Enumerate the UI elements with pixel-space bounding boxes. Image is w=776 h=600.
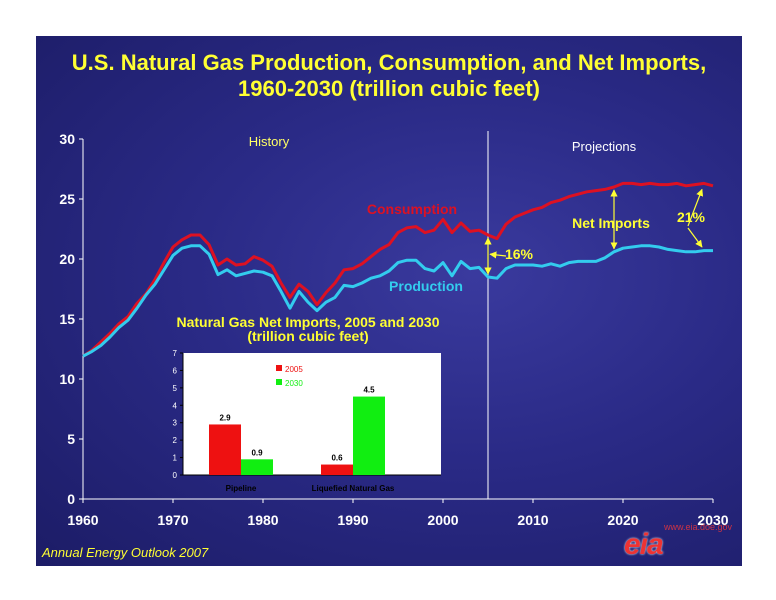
- share-2030-pointer-lower: [687, 227, 703, 248]
- inset-bar-2005: [321, 464, 353, 475]
- chart-title-line2: 1960-2030 (trillion cubic feet): [238, 76, 540, 101]
- net-imports-label: Net Imports: [572, 215, 650, 231]
- inset-bar-2030: [241, 459, 273, 475]
- y-tick-label: 15: [59, 311, 75, 327]
- inset-category-label: Liquefied Natural Gas: [312, 484, 395, 493]
- y-tick-label: 10: [59, 371, 75, 387]
- series-line-consumption: [82, 181, 714, 358]
- inset-title-line2: (trillion cubic feet): [247, 328, 368, 344]
- x-tick-label: 1960: [67, 512, 98, 528]
- inset-legend-swatch: [276, 365, 282, 371]
- chart-title: U.S. Natural Gas Production, Consumption…: [36, 50, 742, 102]
- y-tick-label: 20: [59, 251, 75, 267]
- inset-bar-value-label: 2.9: [219, 413, 231, 422]
- inset-legend-swatch: [276, 379, 282, 385]
- inset-y-tick-label: 7: [173, 349, 178, 358]
- inset-bar-2030: [353, 396, 385, 475]
- x-tick-label: 2030: [697, 512, 728, 528]
- inset-legend-label: 2005: [285, 365, 303, 374]
- y-tick-label: 25: [59, 191, 75, 207]
- share-2030-pointer-upper: [687, 188, 704, 227]
- series-line-production: [82, 244, 713, 358]
- inset-legend-label: 2030: [285, 379, 303, 388]
- inset-category-label: Pipeline: [226, 484, 257, 493]
- inset-y-tick-label: 3: [173, 419, 178, 428]
- share-2005-pointer: [489, 251, 507, 259]
- y-tick-label: 0: [67, 491, 75, 507]
- production-series-label: Production: [389, 278, 463, 294]
- inset-y-tick-label: 5: [173, 384, 178, 393]
- inset-bar-value-label: 0.6: [331, 454, 343, 463]
- inset-bar-value-label: 4.5: [363, 386, 375, 395]
- inset-y-tick-label: 2: [173, 436, 178, 445]
- y-tick-label: 5: [67, 431, 75, 447]
- logo-url: www.eia.doe.gov: [664, 522, 733, 532]
- inset-y-tick-label: 6: [173, 366, 178, 375]
- projections-label: Projections: [572, 139, 637, 154]
- x-tick-label: 2010: [517, 512, 548, 528]
- history-label: History: [249, 134, 290, 149]
- consumption-series-label: Consumption: [367, 201, 457, 217]
- x-tick-label: 1970: [157, 512, 188, 528]
- inset-y-tick-label: 0: [173, 471, 178, 480]
- y-tick-label: 30: [59, 131, 75, 147]
- inset-title-line1: Natural Gas Net Imports, 2005 and 2030: [177, 314, 440, 330]
- net-imports-2005-share: 16%: [505, 246, 534, 262]
- x-tick-label: 2020: [607, 512, 638, 528]
- report-footer: Annual Energy Outlook 2007: [42, 545, 209, 560]
- eia-logo: www.eia.doe.gov eia: [624, 520, 742, 564]
- slide-background: 0 5 10 15 20 25 30 1960 1970 1980 1990 2000 2010 2020…: [36, 36, 742, 566]
- inset-bar-value-label: 0.9: [251, 448, 263, 457]
- x-tick-label: 2000: [427, 512, 458, 528]
- inset-bar-2005: [209, 424, 241, 475]
- inset-y-tick-label: 4: [173, 401, 178, 410]
- x-tick-label: 1990: [337, 512, 368, 528]
- chart-title-line1: U.S. Natural Gas Production, Consumption…: [71, 50, 707, 75]
- inset-y-tick-label: 1: [173, 454, 178, 463]
- x-tick-label: 1980: [247, 512, 278, 528]
- logo-mark: eia: [624, 528, 664, 561]
